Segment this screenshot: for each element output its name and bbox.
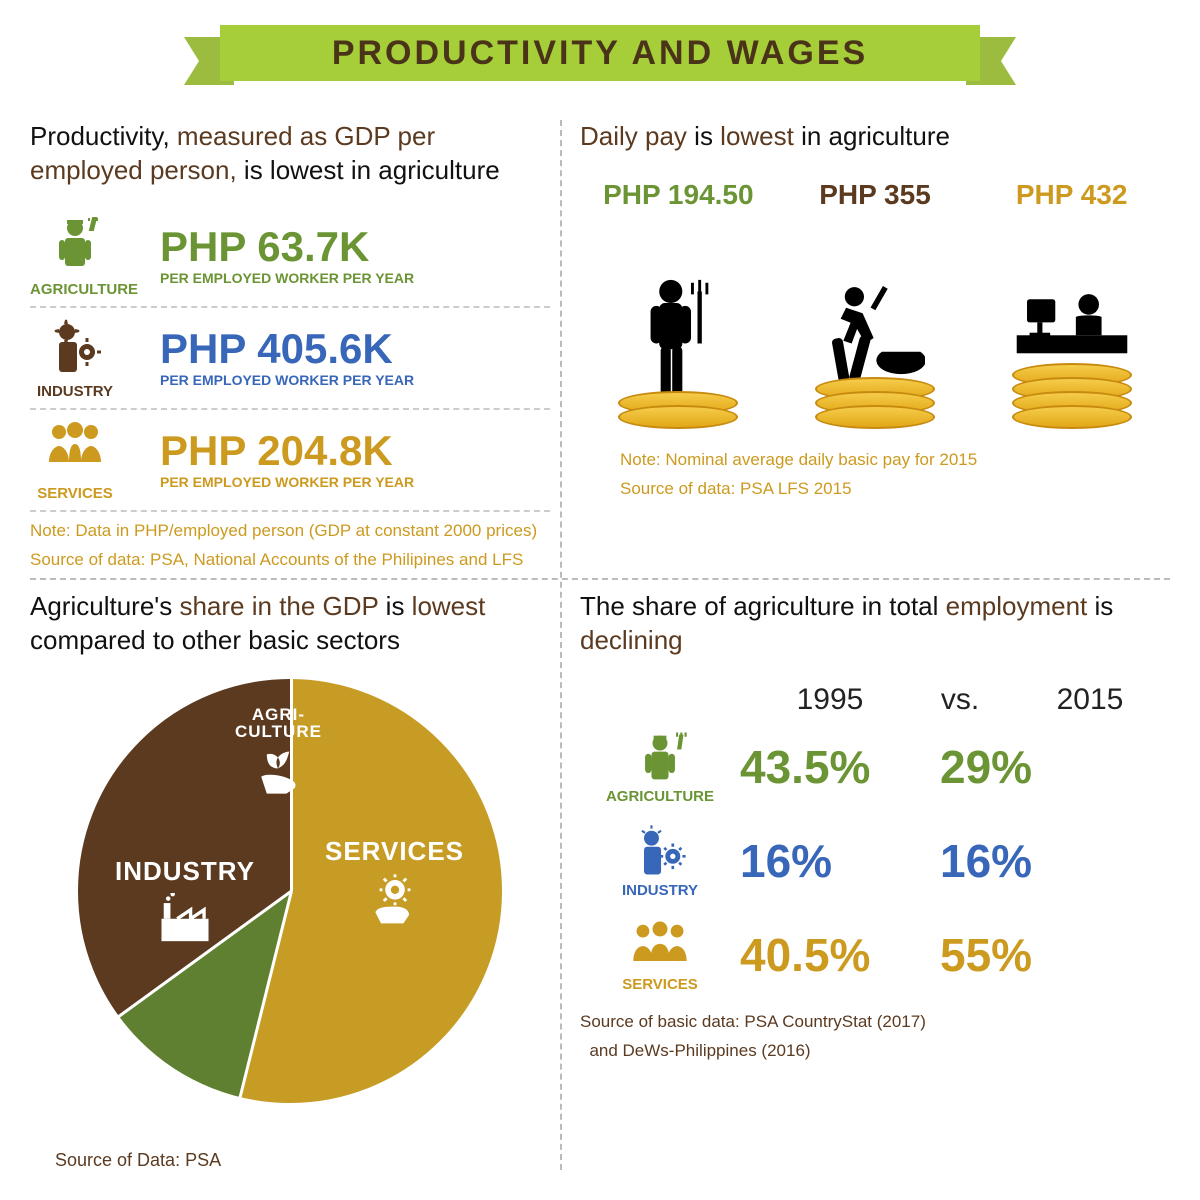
pie-label-services: SERVICES (325, 836, 464, 934)
employment-panel: The share of agriculture in total employ… (580, 590, 1170, 1061)
pay-columns: PHP 194.50 PHP 355 PHP 432 (580, 179, 1170, 429)
gdp-share-panel: Agriculture's share in the GDP is lowest… (30, 590, 550, 1106)
daily-pay-panel: Daily pay is lowest in agriculture PHP 1… (580, 120, 1170, 499)
q2-note2: Source of data: PSA LFS 2015 (620, 478, 1170, 499)
q4-heading: The share of agriculture in total employ… (580, 590, 1170, 658)
prod-row-industry: INDUSTRY PHP 405.6K PER EMPLOYED WORKER … (30, 308, 550, 410)
pay-col-agriculture: PHP 194.50 (593, 179, 763, 429)
prod-row-agriculture: AGRICULTURE PHP 63.7K PER EMPLOYED WORKE… (30, 206, 550, 308)
prod-row-services: SERVICES PHP 204.8K PER EMPLOYED WORKER … (30, 410, 550, 512)
q1-note2: Source of data: PSA, National Accounts o… (30, 549, 550, 570)
pay-col-industry: PHP 355 (790, 179, 960, 429)
factory-icon (157, 893, 213, 949)
pie-label-industry: INDUSTRY (115, 856, 255, 954)
services-icon: SERVICES (580, 917, 740, 993)
pie-label-agriculture: AGRI-CULTURE (235, 706, 322, 807)
productivity-panel: Productivity, measured as GDP per employ… (30, 120, 550, 570)
page-title: PRODUCTIVITY AND WAGES (332, 34, 868, 73)
q4-src1: Source of basic data: PSA CountryStat (2… (580, 1011, 1170, 1032)
vertical-divider (560, 120, 562, 1170)
q4-src2: and DeWs-Philippines (2016) (580, 1040, 1170, 1061)
title-banner: PRODUCTIVITY AND WAGES (220, 25, 980, 85)
horizontal-divider (30, 578, 1170, 580)
services-icon: SERVICES (30, 418, 120, 502)
plant-hand-icon (250, 746, 306, 802)
coin-icon (815, 405, 935, 429)
agriculture-icon: AGRICULTURE (580, 729, 740, 805)
pay-col-services: PHP 432 (987, 179, 1157, 429)
q1-note1: Note: Data in PHP/employed person (GDP a… (30, 520, 550, 541)
pie-chart: SERVICES AGRI-CULTURE INDUSTRY (75, 676, 505, 1106)
q3-heading: Agriculture's share in the GDP is lowest… (30, 590, 550, 658)
agriculture-icon: AGRICULTURE (30, 214, 120, 298)
gear-hand-icon (367, 873, 423, 929)
q1-heading: Productivity, measured as GDP per employ… (30, 120, 550, 188)
farmer-icon (633, 277, 723, 407)
q2-heading: Daily pay is lowest in agriculture (580, 120, 1170, 154)
ribbon-center: PRODUCTIVITY AND WAGES (220, 25, 980, 81)
emp-row-industry: INDUSTRY 16% 16% (580, 823, 1170, 899)
emp-row-services: SERVICES 40.5% 55% (580, 917, 1170, 993)
q3-source: Source of Data: PSA (55, 1150, 221, 1171)
emp-row-agriculture: AGRICULTURE 43.5% 29% (580, 729, 1170, 805)
coin-icon (618, 405, 738, 429)
coin-icon (1012, 405, 1132, 429)
q2-note1: Note: Nominal average daily basic pay fo… (620, 449, 1170, 470)
industry-icon: INDUSTRY (30, 316, 120, 400)
year-header: 1995 vs. 2015 (760, 683, 1170, 717)
industry-icon: INDUSTRY (580, 823, 740, 899)
